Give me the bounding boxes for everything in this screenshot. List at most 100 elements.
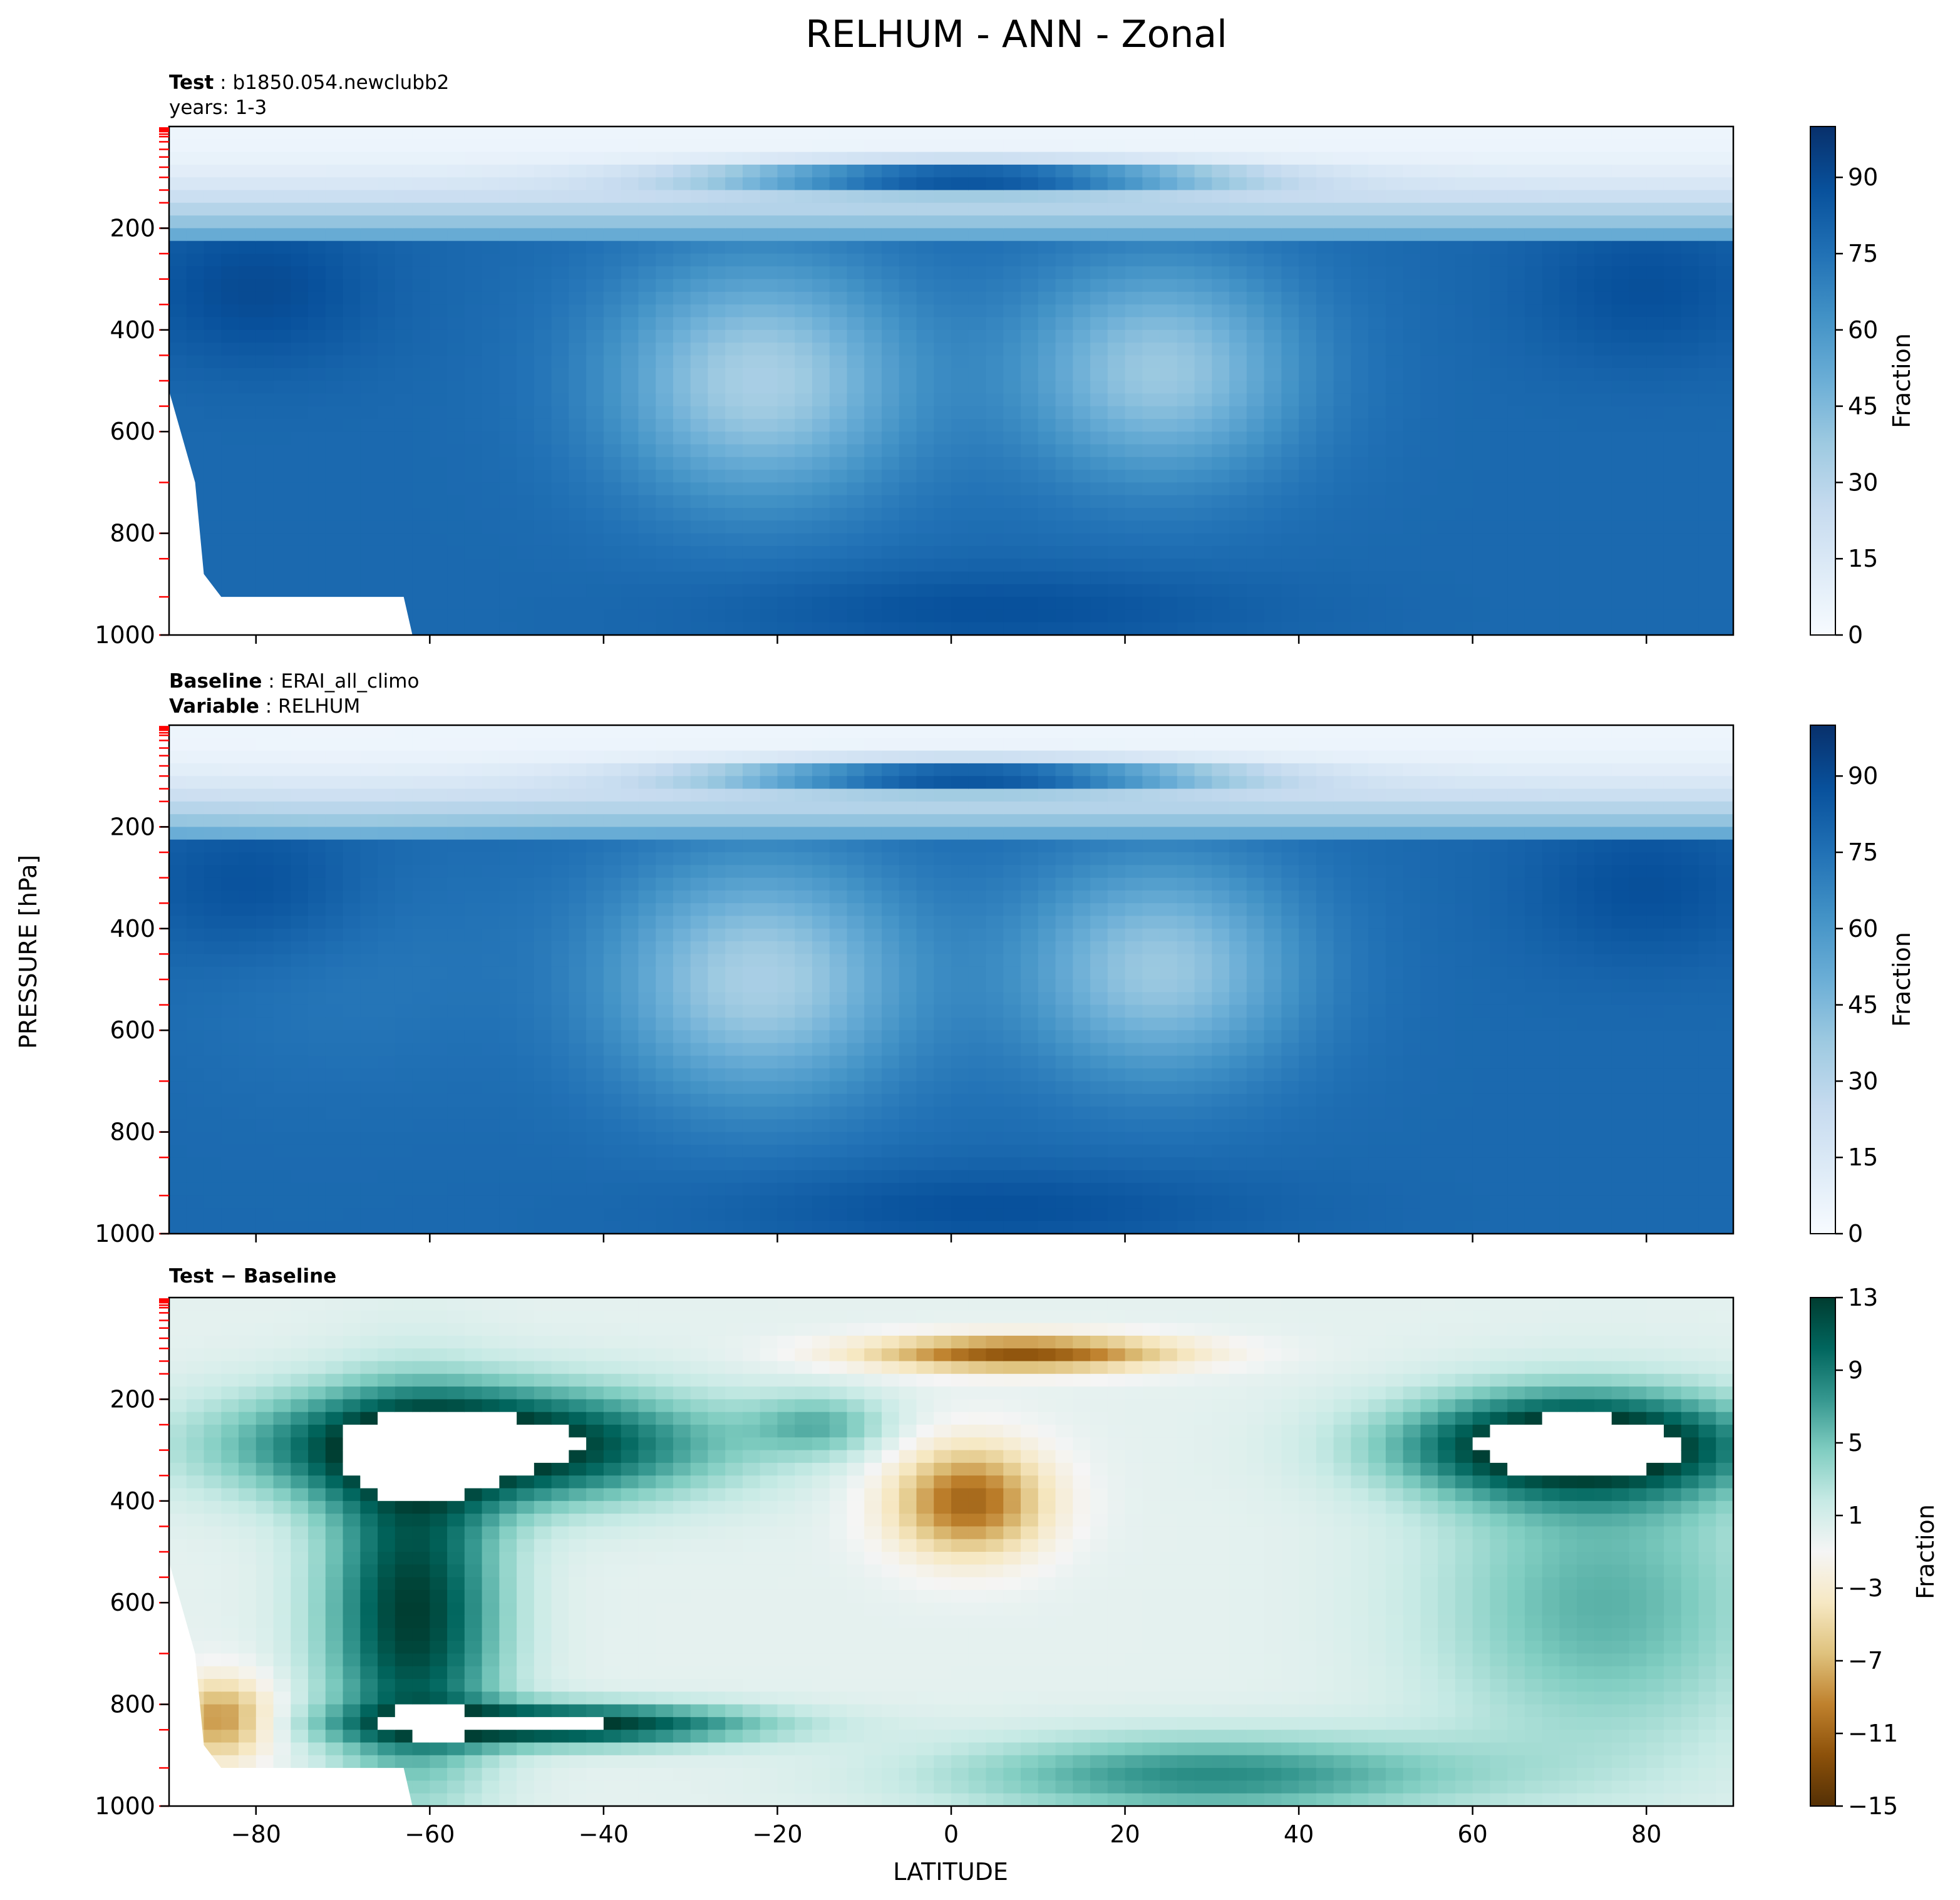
heatmap-cell [1299,495,1317,509]
heatmap-cell [621,571,639,585]
heatmap-cell [551,1157,570,1171]
heatmap-cell [551,418,570,432]
heatmap-cell [1542,240,1560,254]
heatmap-cell [255,545,274,559]
heatmap-cell [1438,139,1456,153]
heatmap-cell [1368,228,1386,242]
heatmap-cell [621,1208,639,1222]
heatmap-cell [690,966,709,980]
heatmap-cell [221,1170,239,1184]
heatmap-cell [412,1144,431,1158]
heatmap-cell [1229,266,1247,280]
heatmap-cell [534,916,552,929]
heatmap-cell [603,431,622,445]
heatmap-cell [239,470,257,483]
heatmap-cell [1698,343,1717,356]
heatmap-cell [1090,495,1108,509]
heatmap-cell [325,291,344,305]
heatmap-cell [464,839,483,853]
heatmap-cell [1611,329,1630,343]
heatmap-cell [673,1107,691,1120]
heatmap-cell [343,801,361,815]
heatmap-cell [1698,228,1717,242]
heatmap-cell [534,1195,552,1209]
heatmap-cell [447,992,465,1006]
heatmap-cell [412,266,431,280]
heatmap-cell [1542,622,1560,636]
heatmap-cell [1490,139,1508,153]
heatmap-cell [239,368,257,381]
heatmap-cell [638,622,656,636]
heatmap-cell [447,304,465,318]
heatmap-cell [760,152,778,165]
heatmap-cell [412,1157,431,1171]
heatmap-cell [829,584,848,597]
heatmap-cell [308,814,326,828]
heatmap-cell [656,1182,674,1196]
heatmap-cell [1524,329,1543,343]
heatmap-cell [308,177,326,191]
heatmap-cell [534,750,552,764]
heatmap-cell [656,1043,674,1056]
heatmap-cell [186,406,205,420]
heatmap-cell [360,279,378,292]
heatmap-cell [569,254,587,267]
heatmap-cell [221,368,239,381]
heatmap-cell [221,381,239,395]
heatmap-cell [1542,202,1560,216]
heatmap-cell [1611,202,1630,216]
heatmap-cell [1577,418,1595,432]
heatmap-cell [1107,368,1126,381]
heatmap-cell [638,139,656,153]
heatmap-cell [777,215,795,229]
heatmap-cell [239,431,257,445]
heatmap-cell [673,139,691,153]
heatmap-cell [1055,177,1074,191]
heatmap-cell [482,1144,500,1158]
heatmap-cell [1472,291,1491,305]
heatmap-cell [1629,254,1648,267]
heatmap-cell [186,788,205,802]
heatmap-cell [760,393,778,407]
heatmap-cell [603,228,622,242]
heatmap-cell [308,393,326,407]
heatmap-cell [934,584,952,597]
heatmap-cell [1368,202,1386,216]
heatmap-cell [864,533,882,547]
heatmap-cell [1542,520,1560,534]
heatmap-cell [673,381,691,395]
heatmap-cell [273,1081,292,1095]
heatmap-cell [517,890,535,904]
heatmap-cell [325,571,344,585]
heatmap-cell [899,520,917,534]
heatmap-cell [1490,457,1508,470]
heatmap-cell [395,1068,413,1082]
heatmap-cell [1681,355,1700,369]
heatmap-cell [1125,482,1143,496]
heatmap-cell [812,393,830,407]
heatmap-cell [499,1170,517,1184]
heatmap-cell [273,291,292,305]
heatmap-cell [1264,177,1282,191]
heatmap-cell [1663,431,1682,445]
heatmap-cell [1055,533,1074,547]
heatmap-cell [447,839,465,853]
heatmap-cell [1716,190,1734,204]
heatmap-cell [221,916,239,929]
heatmap-cell [221,1157,239,1171]
heatmap-cell [378,725,396,739]
heatmap-cell [656,1004,674,1018]
heatmap-cell [708,725,726,739]
heatmap-cell [204,190,222,204]
heatmap-cell [447,152,465,165]
heatmap-cell [638,457,656,470]
heatmap-cell [1681,215,1700,229]
heatmap-cell [551,317,570,331]
heatmap-cell [551,559,570,572]
heatmap-cell [569,291,587,305]
heatmap-cell [412,329,431,343]
heatmap-cell [360,1055,378,1069]
heatmap-cell [412,992,431,1006]
heatmap-cell [656,495,674,509]
heatmap-cell [742,584,761,597]
